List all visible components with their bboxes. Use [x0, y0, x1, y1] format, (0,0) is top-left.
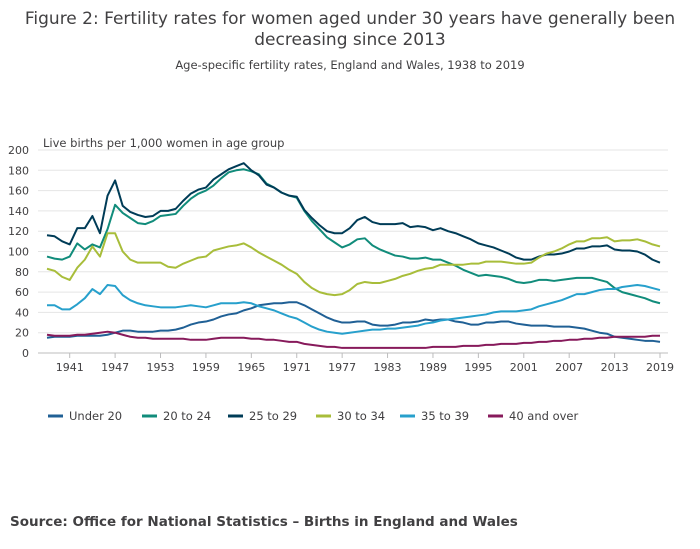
x-tick-label: 1947 — [101, 361, 129, 374]
legend-label: Under 20 — [69, 409, 122, 423]
y-tick-label: 60 — [15, 286, 29, 299]
legend-label: 20 to 24 — [163, 409, 211, 423]
x-tick-label: 1971 — [283, 361, 311, 374]
x-tick-label: 2019 — [646, 361, 674, 374]
y-tick-label: 200 — [8, 144, 29, 157]
source: Source: Office for National Statistics –… — [10, 514, 518, 530]
x-tick-label: 1983 — [374, 361, 402, 374]
chart-title: Figure 2: Fertility rates for women aged… — [25, 9, 675, 29]
series-line — [46, 162, 661, 264]
x-tick-label: 1965 — [237, 361, 265, 374]
y-tick-label: 180 — [8, 164, 29, 177]
legend-label: 35 to 39 — [421, 409, 469, 423]
series-line — [47, 284, 661, 335]
x-tick-label: 1941 — [56, 361, 84, 374]
series-line — [46, 330, 660, 349]
chart-subtitle: Age-specific fertility rates, England an… — [175, 58, 524, 72]
y-tick-label: 140 — [8, 205, 29, 218]
x-tick-label: 2001 — [510, 361, 538, 374]
series-line — [46, 301, 661, 343]
x-tick-label: 1959 — [192, 361, 220, 374]
series-line — [46, 168, 661, 305]
y-axis-label: Live births per 1,000 women in age group — [43, 136, 284, 150]
y-tick-label: 100 — [8, 246, 29, 259]
y-tick-label: 20 — [15, 327, 29, 340]
y-tick-label: 80 — [15, 266, 29, 279]
y-tick-label: 40 — [15, 306, 29, 319]
x-tick-label: 1989 — [419, 361, 447, 374]
series-line — [46, 232, 661, 297]
x-tick-label: 2013 — [601, 361, 629, 374]
x-tick-label: 2007 — [555, 361, 583, 374]
x-tick-label: 1977 — [328, 361, 356, 374]
legend-label: 25 to 29 — [249, 409, 297, 423]
legend-label: 30 to 34 — [337, 409, 385, 423]
y-tick-label: 120 — [8, 225, 29, 238]
y-tick-label: 160 — [8, 185, 29, 198]
y-tick-label: 0 — [22, 347, 29, 360]
legend-label: 40 and over — [509, 409, 578, 423]
chart-title: decreasing since 2013 — [254, 30, 445, 50]
x-tick-label: 1953 — [147, 361, 175, 374]
x-tick-label: 1995 — [464, 361, 492, 374]
